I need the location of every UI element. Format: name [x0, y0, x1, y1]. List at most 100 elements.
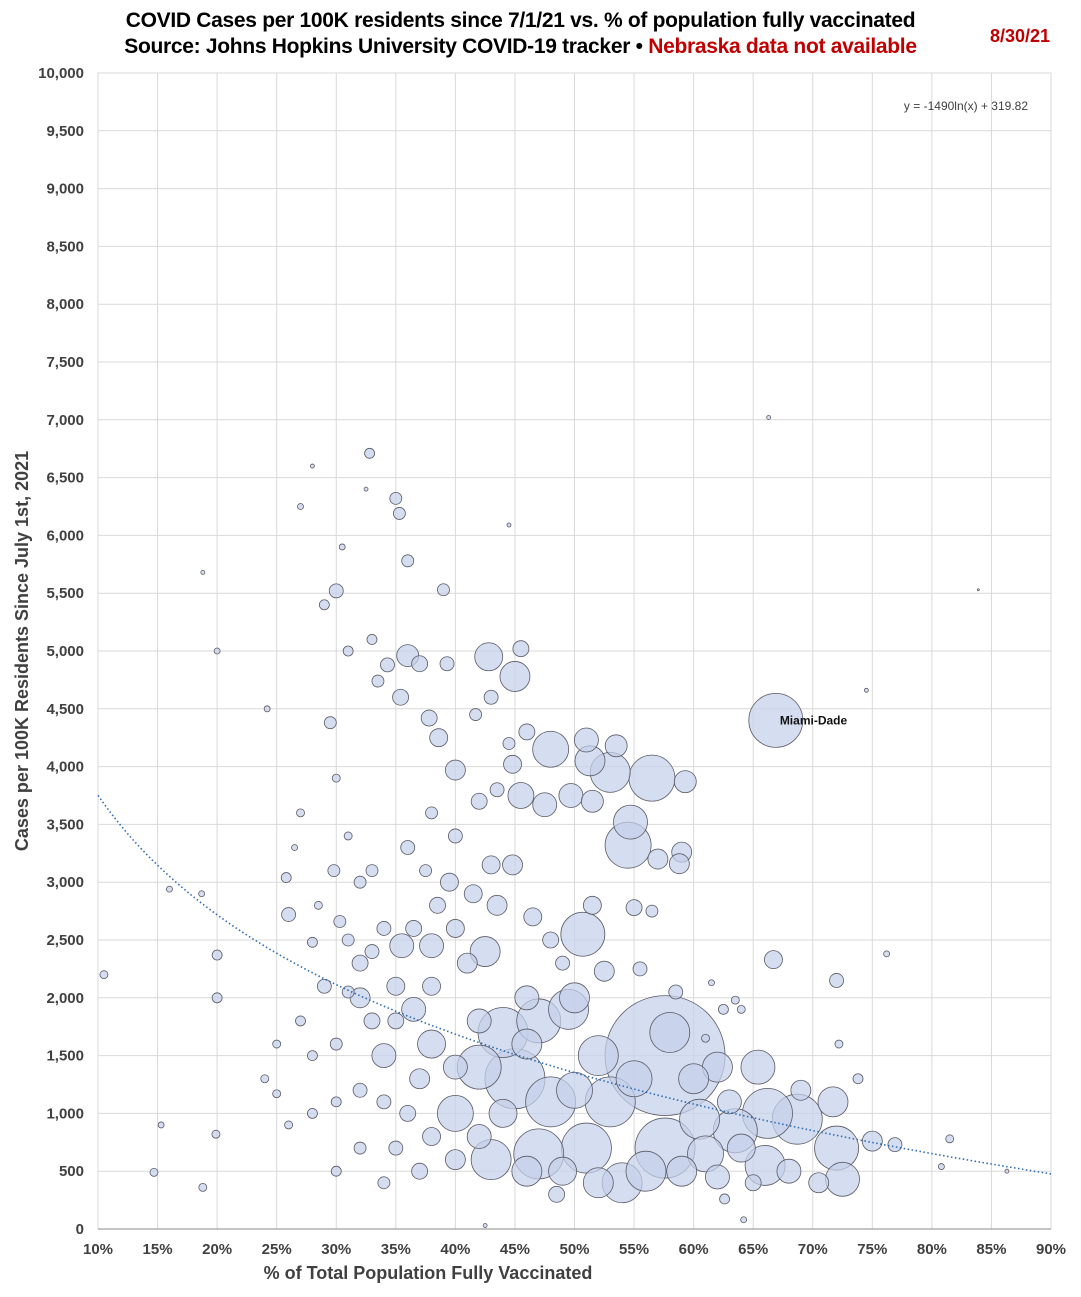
- data-bubble: [297, 503, 304, 510]
- data-bubble: [409, 1068, 431, 1090]
- data-bubble: [351, 954, 369, 972]
- y-tick-labels: 0 500 1,000 1,500 2,000 2,500 3,000 3,500 4,000 4…: [38, 65, 84, 1238]
- data-bubble: [437, 583, 450, 597]
- data-bubble: [405, 920, 423, 937]
- data-bubble: [483, 689, 499, 705]
- data-bubble: [887, 1137, 903, 1153]
- data-bubble: [679, 1098, 720, 1140]
- data-bubble: [342, 645, 354, 657]
- data-bubble: [863, 687, 869, 693]
- data-bubble: [506, 522, 512, 528]
- data-bubble: [422, 1127, 441, 1146]
- data-bubble: [400, 840, 416, 855]
- data-bubble: [419, 864, 432, 878]
- data-bubble: [883, 950, 891, 958]
- data-bubble: [260, 1074, 270, 1084]
- data-bubble: [649, 1012, 691, 1053]
- data-bubble: [556, 1071, 593, 1109]
- data-bubble: [736, 1004, 746, 1014]
- data-bubble: [333, 915, 347, 928]
- chart-title: COVID Cases per 100K residents since 7/1…: [125, 9, 916, 32]
- data-bubble: [338, 543, 346, 551]
- data-bubble: [328, 583, 344, 599]
- nebraska-note: Nebraska data not available: [648, 35, 917, 58]
- x-tick-label: 55%: [619, 1241, 649, 1258]
- data-bubble: [420, 709, 438, 727]
- data-bubble: [166, 885, 173, 893]
- data-bubble: [429, 728, 449, 748]
- y-tick-label: 0: [76, 1221, 84, 1238]
- data-bubble: [560, 911, 606, 957]
- y-tick-label: 8,500: [46, 238, 84, 255]
- data-bubble: [808, 1172, 830, 1194]
- data-bubble: [764, 950, 783, 970]
- data-bubble: [440, 872, 459, 892]
- data-bubble: [436, 1095, 474, 1132]
- data-bubble: [482, 1223, 488, 1228]
- data-bubble: [687, 1135, 724, 1173]
- data-bubble: [829, 973, 844, 988]
- data-bubble: [701, 1033, 710, 1043]
- x-tick-label: 75%: [857, 1241, 887, 1258]
- y-tick-label: 9,000: [46, 181, 84, 198]
- data-bubble: [555, 955, 570, 971]
- trendline: [97, 794, 1052, 1175]
- x-tick-label: 60%: [679, 1241, 709, 1258]
- data-bubble: [149, 1167, 159, 1177]
- data-bubble: [364, 447, 376, 459]
- data-bubble: [425, 806, 438, 820]
- y-tick-label: 2,000: [46, 990, 84, 1007]
- data-bubble: [470, 792, 488, 810]
- y-tick-label: 1,500: [46, 1048, 84, 1065]
- data-bubble: [376, 1094, 392, 1110]
- data-bubble: [445, 919, 465, 938]
- data-bubble: [511, 1155, 543, 1187]
- x-tick-label: 50%: [559, 1241, 589, 1258]
- data-bubble: [532, 730, 570, 768]
- data-bubble: [211, 992, 223, 1004]
- data-bubble: [474, 642, 504, 672]
- data-bubble: [548, 1156, 577, 1186]
- data-bubble: [307, 1050, 318, 1061]
- data-bubble: [284, 1120, 294, 1130]
- data-bubble: [456, 952, 478, 974]
- data-bubble: [558, 783, 584, 808]
- y-tick-label: 9,500: [46, 123, 84, 140]
- data-bubble: [469, 708, 483, 721]
- data-bubble: [604, 734, 628, 758]
- x-tick-label: 10%: [83, 1241, 113, 1258]
- data-bubble: [198, 890, 206, 898]
- data-bubble: [296, 808, 305, 818]
- y-tick-label: 7,000: [46, 412, 84, 429]
- data-bubble: [466, 1124, 492, 1149]
- y-tick-label: 500: [59, 1163, 84, 1180]
- data-bubble: [419, 933, 444, 959]
- data-bubble: [499, 661, 531, 692]
- y-tick-label: 7,500: [46, 354, 84, 371]
- data-bubble: [99, 970, 109, 980]
- x-tick-label: 45%: [500, 1241, 530, 1258]
- data-bubble: [628, 754, 676, 802]
- data-bubble: [422, 976, 441, 996]
- y-tick-label: 4,500: [46, 701, 84, 718]
- data-bubble: [211, 949, 223, 961]
- data-bubble: [615, 1060, 653, 1098]
- annotation-miami-dade: Miami-Dade: [780, 713, 848, 727]
- data-bubble: [542, 931, 560, 949]
- data-bubble: [401, 996, 427, 1022]
- data-bubble: [272, 1089, 282, 1099]
- data-bubble: [376, 921, 392, 936]
- data-bubble: [593, 960, 615, 982]
- data-bubble: [523, 907, 543, 927]
- data-bubble: [371, 674, 385, 688]
- x-tick-label: 15%: [143, 1241, 173, 1258]
- data-bubble: [330, 1165, 342, 1177]
- data-bubble: [647, 848, 669, 870]
- data-bubble: [307, 936, 318, 948]
- data-bubble: [463, 884, 483, 904]
- data-bubble: [574, 727, 599, 753]
- y-tick-label: 5,500: [46, 585, 84, 602]
- data-bubble: [502, 854, 523, 876]
- data-bubble: [363, 1012, 381, 1030]
- data-bubble: [512, 640, 530, 658]
